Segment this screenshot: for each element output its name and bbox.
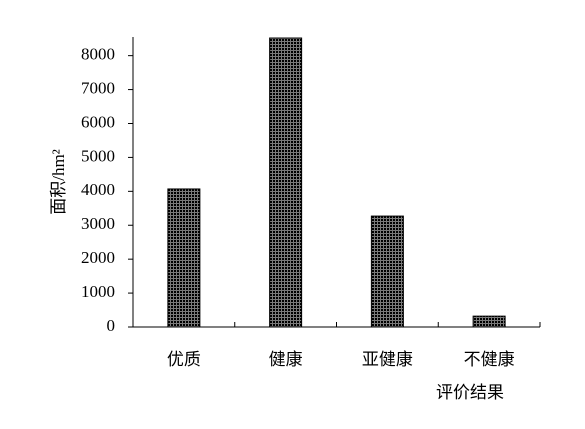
bar — [370, 215, 404, 328]
x-tick-label: 亚健康 — [362, 350, 413, 369]
x-tick-label: 健康 — [269, 350, 303, 369]
y-tick-label: 7000 — [81, 78, 115, 97]
y-tick-label: 4000 — [81, 180, 115, 199]
y-tick-label: 0 — [107, 316, 116, 335]
y-tick-label: 6000 — [81, 112, 115, 131]
y-tick-label: 8000 — [81, 45, 115, 64]
bar — [472, 315, 506, 328]
bar — [167, 188, 201, 328]
y-tick-label: 2000 — [81, 248, 115, 267]
y-tick-label: 3000 — [81, 214, 115, 233]
x-tick-label: 不健康 — [464, 350, 515, 369]
bar — [269, 37, 303, 328]
y-axis-label: 面积/hm² — [49, 149, 68, 215]
x-tick-label: 优质 — [167, 350, 201, 369]
y-tick-label: 1000 — [81, 282, 115, 301]
y-tick-label: 5000 — [81, 146, 115, 165]
x-axis-label: 评价结果 — [436, 383, 504, 402]
